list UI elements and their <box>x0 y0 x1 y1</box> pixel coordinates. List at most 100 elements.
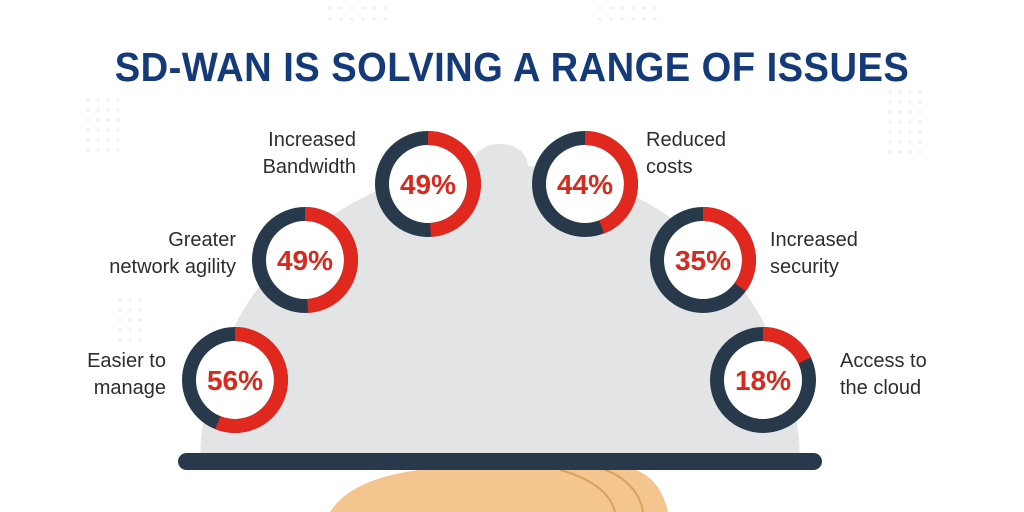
ring-value-label: 18% <box>735 365 791 396</box>
label-line: the cloud <box>840 377 922 399</box>
label-easier-to-manage: Easier to manage <box>0 348 166 402</box>
decor-dot <box>116 148 120 152</box>
label-access-to-the-cloud: Access to the cloud <box>840 348 1024 402</box>
decor-dot <box>96 118 100 122</box>
decor-dot <box>361 6 365 10</box>
decor-dot <box>128 298 132 302</box>
decor-dot <box>918 140 922 144</box>
decor-dot <box>372 6 376 10</box>
label-line: costs <box>646 156 693 178</box>
ring-value-arc <box>650 207 756 313</box>
decor-dot <box>328 6 332 10</box>
decor-dot <box>918 120 922 124</box>
decor-dot <box>118 338 122 342</box>
decor-dot <box>128 308 132 312</box>
decor-dot <box>350 17 354 21</box>
hand-illustration <box>330 466 668 512</box>
decor-dot <box>888 120 892 124</box>
label-line: network agility <box>109 256 236 278</box>
decor-dot <box>908 140 912 144</box>
decor-dot <box>116 118 120 122</box>
decor-dot <box>328 17 332 21</box>
decor-dot <box>918 100 922 104</box>
label-line: Easier to <box>87 350 166 372</box>
donut-ring-2: 49% <box>252 207 358 313</box>
decor-dot <box>86 138 90 142</box>
decor-dot <box>138 298 142 302</box>
decor-dot <box>918 110 922 114</box>
ring-value-label: 35% <box>675 245 731 276</box>
decor-dot <box>372 17 376 21</box>
ring-value-arc <box>532 131 638 237</box>
ring-value-arc <box>182 327 288 433</box>
donut-ring-1: 56% <box>182 327 288 433</box>
decor-dot <box>620 17 624 21</box>
decor-dot <box>918 150 922 154</box>
decor-dot <box>116 98 120 102</box>
decor-dot <box>898 110 902 114</box>
decor-dot <box>116 138 120 142</box>
decor-dot <box>631 17 635 21</box>
decor-dot <box>653 17 657 21</box>
decor-dot <box>96 98 100 102</box>
ring-value-arc <box>710 327 816 433</box>
label-line: security <box>770 256 839 278</box>
donut-ring-4: 44% <box>532 131 638 237</box>
decor-dot <box>908 110 912 114</box>
decor-dot <box>898 130 902 134</box>
label-line: manage <box>93 377 166 399</box>
decor-dot <box>138 338 142 342</box>
serving-tray <box>178 453 822 470</box>
decor-dot <box>96 108 100 112</box>
decor-dot <box>339 17 343 21</box>
decor-dot <box>116 108 120 112</box>
decor-dot <box>86 108 90 112</box>
decor-dot <box>350 6 354 10</box>
decor-dot <box>888 130 892 134</box>
decor-dot <box>116 128 120 132</box>
decor-dot <box>86 128 90 132</box>
label-line: Increased <box>770 229 858 251</box>
decor-dot <box>106 148 110 152</box>
decor-dot <box>888 140 892 144</box>
decor-dot <box>118 318 122 322</box>
decor-dot <box>642 6 646 10</box>
label-line: Access to <box>840 350 927 372</box>
decor-dot <box>620 6 624 10</box>
donut-rings: 56% 49% 49% 44% 35% 18% <box>182 131 816 433</box>
label-line: Greater <box>168 229 236 251</box>
decor-dot <box>631 6 635 10</box>
page-title: SD-WAN IS SOLVING A RANGE OF ISSUES <box>114 44 910 90</box>
decor-dot <box>339 6 343 10</box>
donut-ring-5: 35% <box>650 207 756 313</box>
label-line: Bandwidth <box>262 156 356 178</box>
donut-ring-6: 18% <box>710 327 816 433</box>
decor-dot <box>908 100 912 104</box>
ring-value-label: 49% <box>277 245 333 276</box>
decor-dot <box>653 6 657 10</box>
decor-dot <box>888 100 892 104</box>
decor-dot <box>86 148 90 152</box>
decor-dot <box>138 328 142 332</box>
decor-dot <box>138 318 142 322</box>
decor-dot <box>908 120 912 124</box>
decor-dot <box>898 140 902 144</box>
ring-value-label: 49% <box>400 169 456 200</box>
decor-dot <box>86 98 90 102</box>
decor-dot <box>128 338 132 342</box>
decor-dot <box>642 17 646 21</box>
decor-dot <box>898 150 902 154</box>
decor-dot <box>106 118 110 122</box>
decor-dot <box>118 308 122 312</box>
decor-dot <box>106 128 110 132</box>
label-line: Increased <box>268 129 356 151</box>
ring-background <box>650 207 756 313</box>
decor-dot <box>118 328 122 332</box>
decor-dot <box>918 130 922 134</box>
decor-dot <box>908 130 912 134</box>
decor-dot <box>118 298 122 302</box>
ring-background <box>375 131 481 237</box>
decor-dot <box>128 328 132 332</box>
